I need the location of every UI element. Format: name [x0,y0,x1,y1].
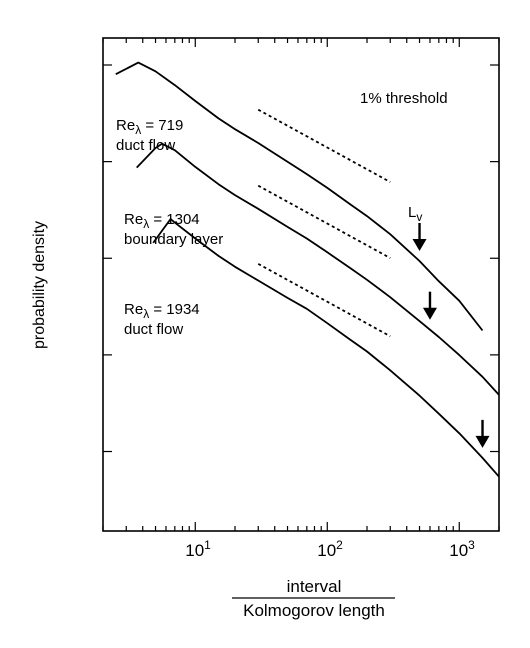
x-tick-label-exp: 1 [204,538,211,552]
series-line-0 [115,61,484,332]
series-label-0-line2: duct flow [116,137,175,154]
series-line-2 [152,218,500,478]
series-label-2-sub: λ [143,307,149,321]
plot-curves [115,61,500,478]
threshold-annotation: 1% threshold [360,90,448,107]
series-label-2-prefix: Re [124,301,143,318]
series-label-2-value: = 1934 [149,301,199,318]
down-arrow-head [475,435,490,448]
x-tick-label: 102 [317,538,343,560]
reference-slope-line-1 [257,184,391,259]
down-arrow-head [412,238,427,251]
series-line-1 [136,142,500,396]
x-tick-label-exp: 3 [468,538,475,552]
series-label-1-prefix: Re [124,211,143,228]
series-label-0-prefix: Re [116,117,135,134]
reference-lines [257,108,391,338]
x-tick-label-base: 10 [449,541,468,560]
series-label-1-sub: λ [143,217,149,231]
axis-ticks [102,38,500,531]
x-axis-label-denominator: Kolmogorov length [243,601,385,620]
down-arrow-icon [475,419,490,448]
marker-label: Lv [408,204,422,224]
plot-frame [102,37,500,532]
x-tick-label-exp: 2 [336,538,343,552]
series-label-0-value: = 719 [141,117,183,134]
scale-markers [412,222,490,448]
y-axis-label: probability density [31,221,48,349]
x-tick-label: 103 [449,538,475,560]
x-tick-label: 101 [185,538,211,560]
down-arrow-icon [412,222,427,251]
down-arrow-icon [422,291,437,320]
series-label-2-line2: duct flow [124,321,183,338]
series-label-0: Reλ = 719 duct flow [116,117,183,154]
reference-slope-line-0 [257,108,391,183]
series-label-0-sub: λ [135,123,141,137]
series-label-2: Reλ = 1934 duct flow [124,301,200,338]
x-tick-labels: 101 102 103 [185,538,475,560]
svg-text:Reλ = 1304: Reλ = 1304 [124,211,200,231]
svg-text:Reλ = 1934: Reλ = 1934 [124,301,200,321]
marker-label-main: L [408,204,416,221]
x-tick-label-base: 10 [185,541,204,560]
series-label-1: Reλ = 1304 boundary layer [124,211,223,248]
series-label-1-line2: boundary layer [124,231,223,248]
reference-slope-line-2 [257,263,391,338]
marker-label-sub: v [416,210,422,224]
series-label-1-value: = 1304 [149,211,199,228]
svg-text:Reλ = 719: Reλ = 719 [116,117,183,137]
x-tick-label-base: 10 [317,541,336,560]
down-arrow-head [422,307,437,320]
x-axis-label-numerator: interval [287,577,342,596]
